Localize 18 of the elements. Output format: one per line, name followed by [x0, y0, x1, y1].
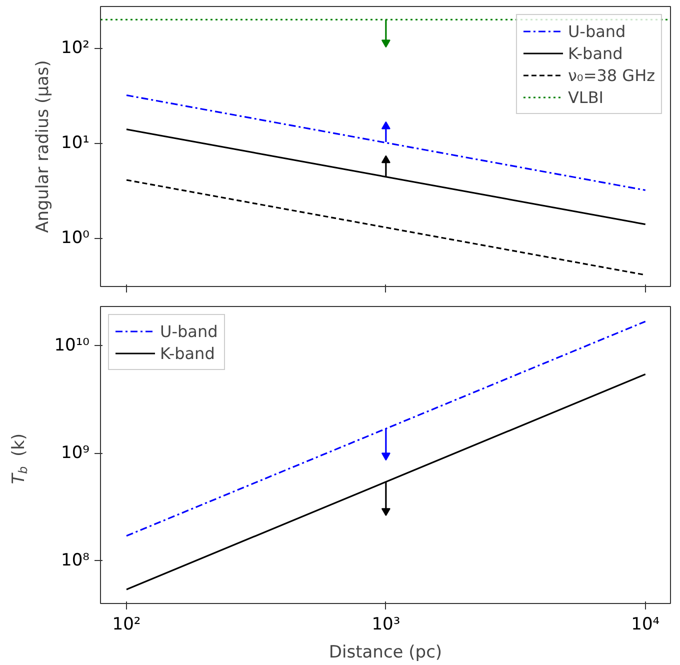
legend-label: K-band	[568, 44, 623, 62]
y-axis-title: Angular radius (μas)	[33, 60, 54, 233]
y-tick-label: 10²	[61, 38, 90, 58]
y-tick-label: 10⁸	[61, 550, 90, 571]
y-tick-label: 10⁹	[61, 443, 90, 464]
y-tick-label: 10⁰	[61, 228, 90, 248]
x-tick-label: 10⁴	[631, 614, 660, 634]
x-tick-label: 10³	[372, 614, 400, 634]
legend-label: K-band	[160, 344, 215, 362]
legend-label: ν₀=38 GHz	[568, 66, 655, 84]
y-tick-label: 10¹⁰	[54, 335, 90, 356]
legend-label: U-band	[568, 22, 626, 40]
legend-label: U-band	[160, 322, 218, 340]
y-axis-title: Tb (k)	[9, 433, 30, 484]
x-tick-label: 10²	[112, 614, 141, 634]
legend-label: VLBI	[568, 88, 604, 106]
y-tick-label: 10¹	[61, 133, 90, 154]
x-axis-title: Distance (pc)	[328, 642, 442, 662]
